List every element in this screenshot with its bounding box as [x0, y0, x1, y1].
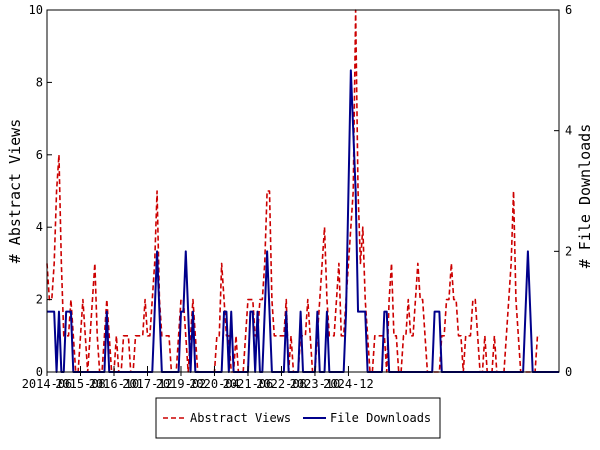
y2-tick-label: 2: [565, 244, 572, 258]
legend-box: [155, 397, 441, 439]
y-axis-title: # Abstract Views: [6, 119, 24, 264]
right-axis: 0 2 4 6: [554, 3, 572, 379]
x-tick-label: 2020-04: [189, 377, 240, 391]
x-tick-label: 2019-02: [156, 377, 207, 391]
left-axis: 0 2 4 6 8 10: [29, 3, 52, 379]
y-tick-label: 0: [36, 365, 43, 379]
y-tick-label: 10: [29, 3, 43, 17]
x-tick-label: 2022-08: [256, 377, 307, 391]
y-tick-label: 4: [36, 220, 43, 234]
y-tick-label: 2: [36, 293, 43, 307]
y-tick-label: 6: [36, 148, 43, 162]
y-tick-label: 8: [36, 75, 43, 89]
plot-frame: [46, 9, 560, 373]
y2-axis-title: # File Downloads: [576, 124, 594, 269]
x-tick-label: 2017-12: [122, 377, 173, 391]
x-tick-label: 2016-10: [89, 377, 140, 391]
x-axis: 2014-062015-082016-102017-122019-022020-…: [22, 366, 374, 391]
x-tick-label: 2015-08: [55, 377, 106, 391]
y2-tick-label: 4: [565, 124, 572, 138]
x-tick-label: 2021-06: [223, 377, 274, 391]
y2-tick-label: 0: [565, 365, 572, 379]
legend: Abstract Views File Downloads: [155, 397, 441, 439]
x-tick-label: 2014-06: [22, 377, 73, 391]
y2-tick-label: 6: [565, 3, 572, 17]
legend-label-file-downloads: File Downloads: [330, 411, 431, 425]
legend-label-abstract-views: Abstract Views: [190, 411, 291, 425]
x-tick-label: 2024-12: [323, 377, 374, 391]
x-tick-label: 2023-10: [290, 377, 341, 391]
